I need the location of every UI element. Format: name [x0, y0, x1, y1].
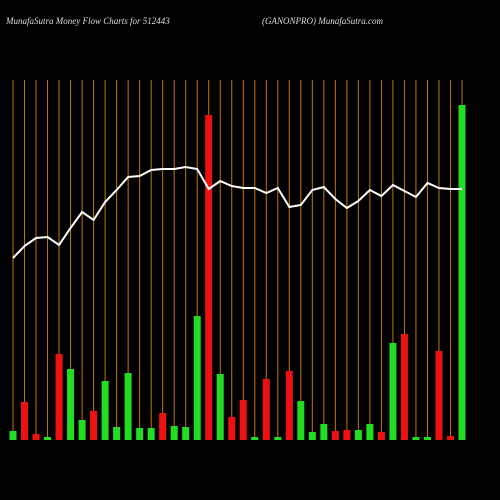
- bar: [159, 413, 167, 440]
- bar: [67, 369, 75, 440]
- bar: [377, 432, 385, 440]
- bar: [78, 420, 86, 440]
- bar: [274, 437, 282, 440]
- bar: [458, 105, 466, 440]
- bar: [32, 434, 40, 440]
- bar: [182, 427, 190, 440]
- bar: [193, 316, 201, 440]
- bar: [423, 437, 431, 440]
- bar: [446, 436, 454, 440]
- bar: [343, 430, 351, 440]
- bar: [44, 437, 52, 440]
- chart-title: MunafaSutra Money Flow Charts for 512443: [5, 16, 170, 26]
- bar: [297, 401, 305, 440]
- bar: [308, 432, 316, 440]
- bar: [389, 343, 397, 440]
- bar: [239, 400, 247, 440]
- bar: [331, 431, 339, 440]
- bar: [285, 371, 293, 440]
- bar: [400, 334, 408, 440]
- bar: [262, 379, 270, 440]
- bar: [101, 381, 109, 440]
- bar: [354, 430, 362, 440]
- bar: [9, 431, 17, 440]
- bar: [366, 424, 374, 440]
- bar: [320, 424, 328, 440]
- bar: [90, 411, 98, 440]
- bar: [251, 437, 259, 440]
- bar: [124, 373, 132, 440]
- bar: [205, 115, 213, 440]
- bar: [113, 427, 121, 440]
- bar: [228, 417, 236, 440]
- bar: [435, 351, 443, 440]
- bar: [55, 354, 63, 440]
- bar: [216, 374, 224, 440]
- bar: [136, 428, 144, 440]
- bar: [170, 426, 178, 440]
- bar: [147, 428, 155, 440]
- bar: [412, 437, 420, 440]
- bar: [21, 402, 29, 440]
- line: [12, 165, 462, 259]
- chart-subtitle: (GANONPRO) MunafaSutra.com: [262, 16, 383, 26]
